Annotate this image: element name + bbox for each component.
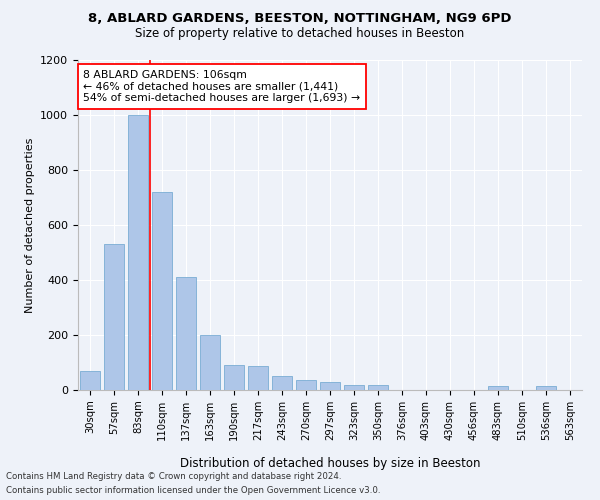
Bar [200,335,220,390]
Text: Size of property relative to detached houses in Beeston: Size of property relative to detached ho… [136,28,464,40]
Bar [104,244,124,390]
Bar [248,366,268,390]
Bar [320,382,340,390]
Text: Distribution of detached houses by size in Beeston: Distribution of detached houses by size … [180,458,480,470]
Text: 8, ABLARD GARDENS, BEESTON, NOTTINGHAM, NG9 6PD: 8, ABLARD GARDENS, BEESTON, NOTTINGHAM, … [88,12,512,26]
Bar [176,277,196,390]
Y-axis label: Number of detached properties: Number of detached properties [25,138,35,312]
Text: 8 ABLARD GARDENS: 106sqm
← 46% of detached houses are smaller (1,441)
54% of sem: 8 ABLARD GARDENS: 106sqm ← 46% of detach… [83,70,360,103]
Bar [296,380,316,390]
Bar [344,385,364,390]
Text: Contains public sector information licensed under the Open Government Licence v3: Contains public sector information licen… [6,486,380,495]
Bar [536,386,556,390]
Bar [224,365,244,390]
Bar [368,385,388,390]
Bar [272,376,292,390]
Bar [152,192,172,390]
Bar [80,371,100,390]
Bar [128,115,148,390]
Text: Contains HM Land Registry data © Crown copyright and database right 2024.: Contains HM Land Registry data © Crown c… [6,472,341,481]
Bar [488,386,508,390]
